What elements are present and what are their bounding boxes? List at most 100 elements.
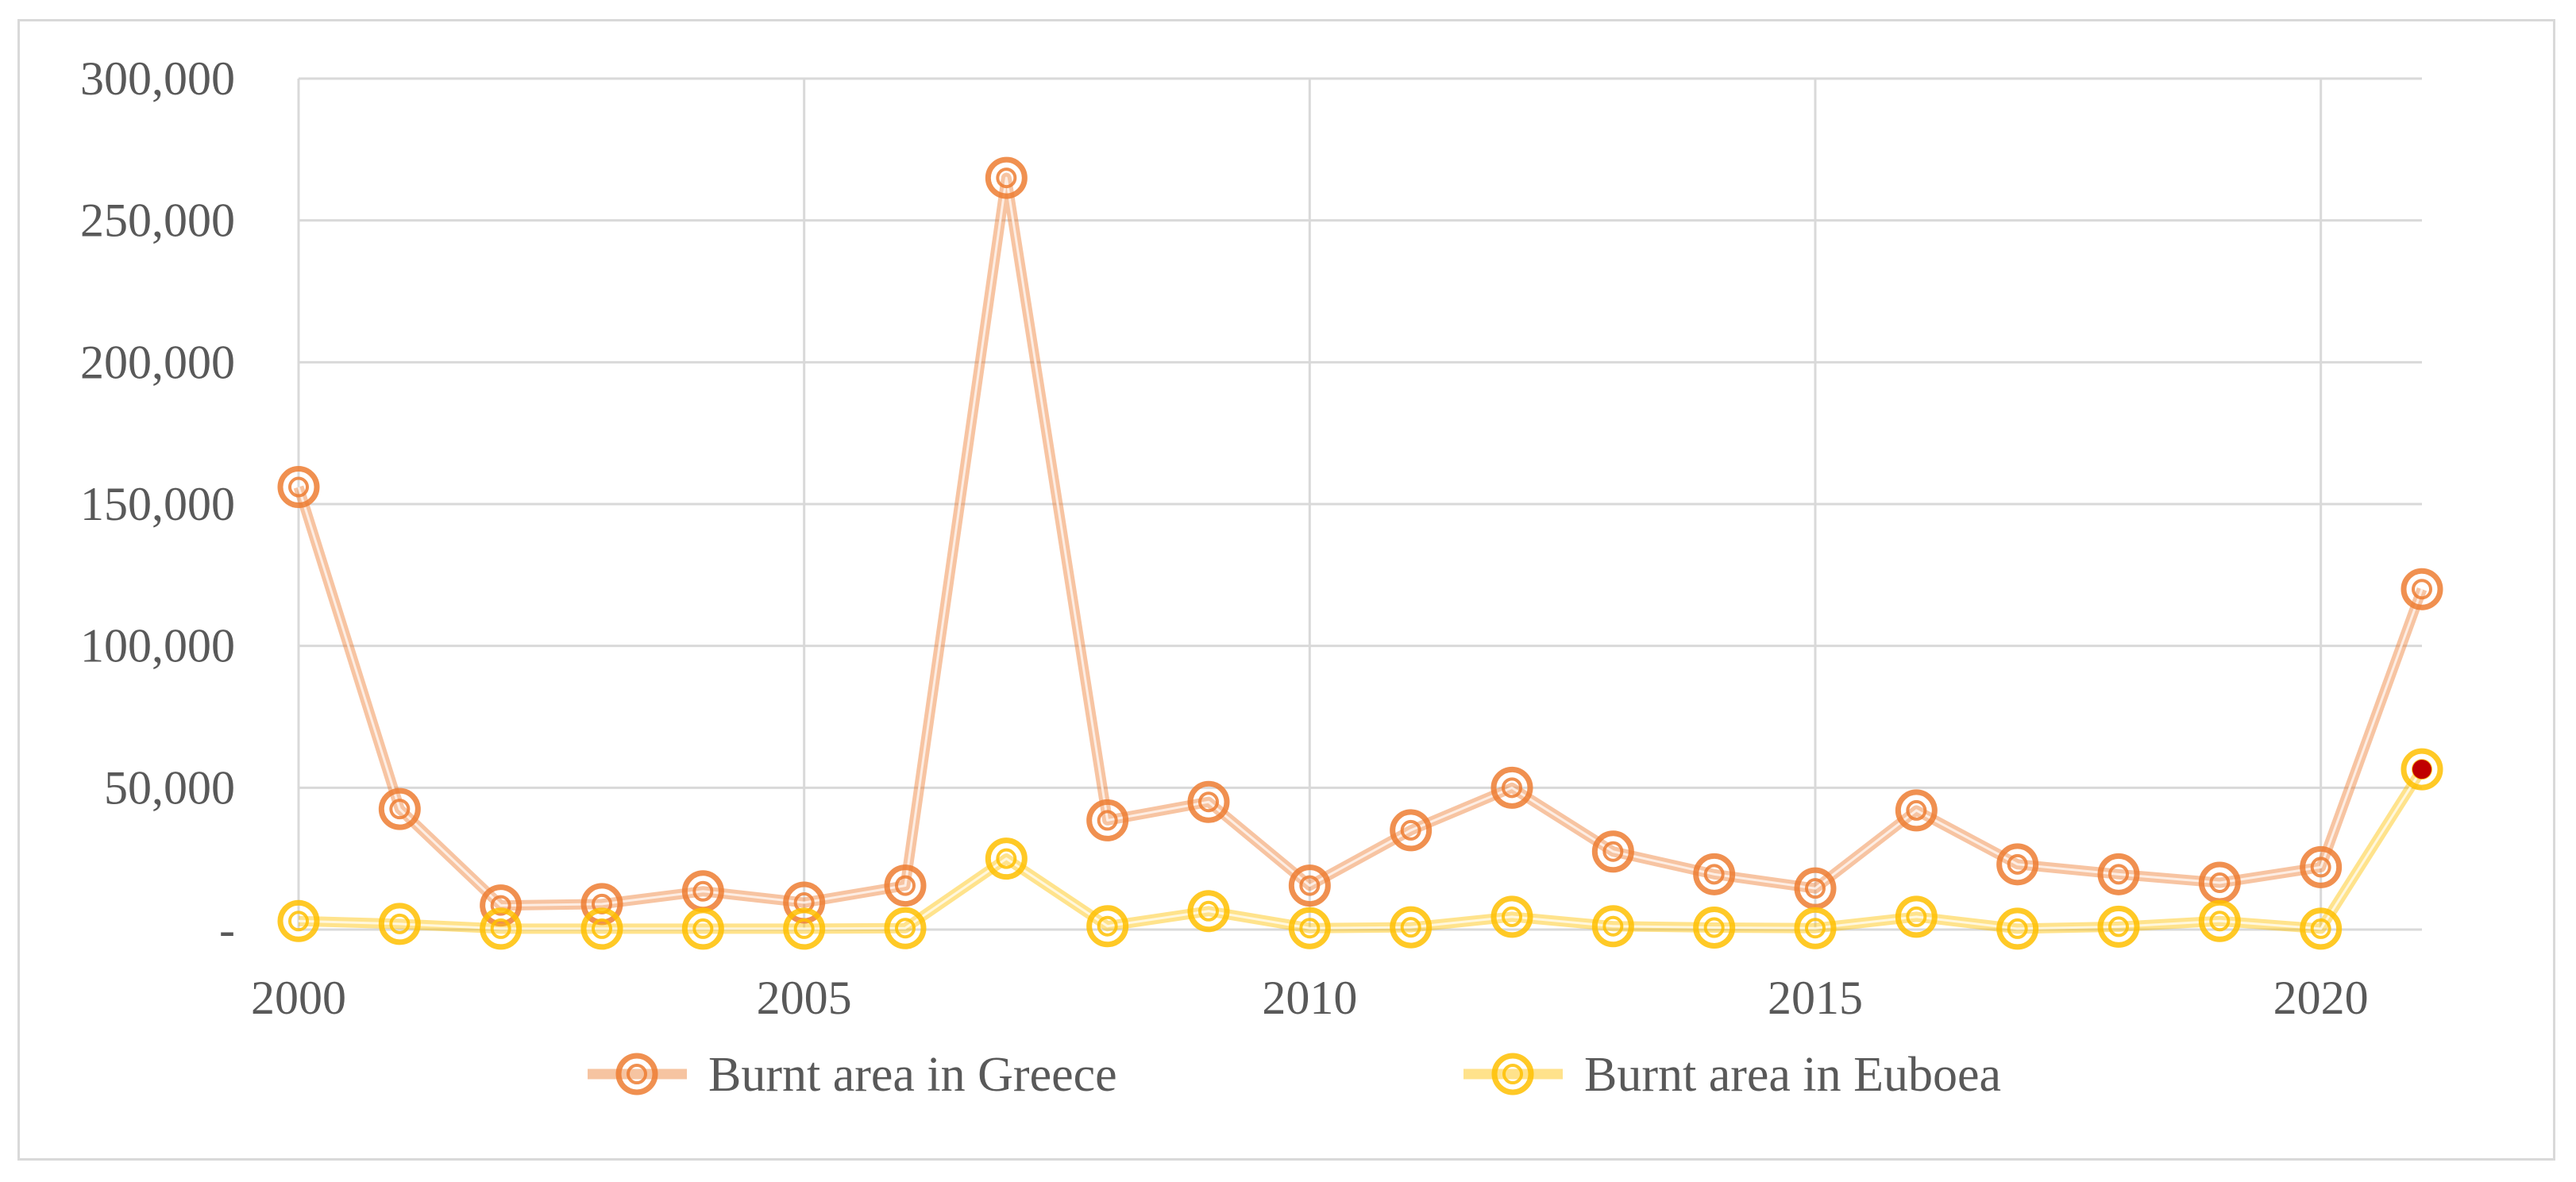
data-point-marker: [580, 883, 623, 926]
data-point-marker-inner: [1299, 918, 1321, 939]
data-point: [1390, 906, 1433, 949]
series-burnt-area-in-greece: [277, 156, 2443, 927]
y-tick-label: 50,000: [104, 761, 235, 814]
data-point-marker-inner: [793, 918, 815, 939]
legend-label: Burnt area in Greece: [708, 1048, 1117, 1102]
data-point-marker: [1086, 905, 1129, 948]
data-point-marker: [378, 903, 421, 945]
data-point: [1591, 830, 1634, 873]
data-point: [1693, 906, 1736, 949]
data-point-marker-inner: [1703, 864, 1725, 885]
series-line: [293, 172, 2428, 911]
axis-labels: - 50,000 100,000 150,000 200,000 250,000 300,0…: [80, 52, 2369, 1024]
data-point-marker-inner: [1602, 841, 1624, 862]
y-tick-label: 200,000: [80, 336, 235, 388]
data-point-marker: [1086, 799, 1129, 841]
data-point: [1187, 780, 1230, 823]
legend: Burnt area in Greece Burnt area in Euboea: [588, 1048, 2001, 1102]
data-point-marker: [985, 156, 1028, 199]
y-tick-label: -: [219, 903, 235, 956]
legend-marker-inner: [1502, 1064, 1523, 1084]
series-line-core: [298, 768, 2424, 930]
data-point-marker-inner: [692, 880, 714, 902]
data-point: [783, 907, 826, 950]
data-point-marker: [1288, 864, 1331, 907]
data-point: [884, 907, 927, 949]
data-point-marker-inner: [490, 895, 511, 916]
data-point-marker-inner: [1805, 878, 1826, 899]
data-point-marker: [480, 907, 523, 950]
data-point-marker: [681, 907, 724, 950]
data-point-marker-inner: [1299, 875, 1321, 896]
data-point-marker: [1187, 890, 1230, 933]
data-point: [1086, 799, 1129, 841]
data-point: [1693, 853, 1736, 895]
data-point: [1895, 789, 1938, 832]
data-point: [580, 907, 623, 950]
data-point-marker: [2097, 905, 2140, 948]
y-tick-label: 300,000: [80, 52, 235, 105]
data-point: [2097, 853, 2140, 895]
chart-frame: [17, 19, 2555, 1161]
data-point-marker-inner: [1400, 917, 1421, 938]
data-point: [1390, 809, 1433, 852]
data-point-marker-inner: [2310, 857, 2331, 878]
series-layer: [277, 156, 2443, 950]
data-point-marker-inner: [2209, 911, 2231, 932]
data-point-marker: [1794, 907, 1837, 949]
data-point: [2300, 907, 2343, 950]
data-point-marker-inner: [490, 918, 511, 939]
data-point-marker: [1490, 766, 1533, 809]
data-point-marker: [277, 466, 320, 509]
data-point-marker: [884, 864, 927, 907]
data-point: [2401, 568, 2443, 610]
legend-marker-inner: [627, 1064, 647, 1084]
data-point-marker-inner: [1097, 915, 1118, 937]
legend-marker: [1491, 1053, 1534, 1095]
data-point-marker-inner: [592, 918, 612, 939]
data-point-marker-inner: [2007, 918, 2028, 939]
data-point-marker: [1591, 830, 1634, 873]
data-point-marker: [2198, 899, 2241, 942]
data-point-marker-inner: [1703, 917, 1725, 938]
data-point: [480, 884, 523, 927]
data-point: [985, 837, 1028, 880]
data-point-marker: [1794, 867, 1837, 910]
data-point: [1490, 895, 1533, 938]
legend-label: Burnt area in Euboea: [1584, 1048, 2001, 1102]
x-tick-label: 2015: [1768, 972, 1863, 1024]
data-point-marker: [2300, 907, 2343, 950]
data-point-marker: [783, 907, 826, 950]
data-point-marker-inner: [2108, 916, 2129, 938]
data-point: [1895, 895, 1938, 938]
data-point: [277, 466, 320, 509]
data-point-marker: [2097, 853, 2140, 895]
data-point-marker: [1693, 906, 1736, 949]
data-point: [378, 903, 421, 945]
data-point: [1996, 843, 2039, 886]
data-point-marker: [884, 907, 927, 949]
data-point-marker: [277, 899, 320, 942]
data-point-marker-inner: [389, 799, 411, 820]
data-point-marker: [378, 787, 421, 830]
data-point-marker-inner: [996, 848, 1017, 869]
data-point-marker: [1996, 843, 2039, 886]
data-point-marker-inner: [895, 918, 916, 939]
data-point: [1490, 766, 1533, 809]
data-point-marker-inner: [1097, 810, 1118, 831]
data-point-marker-inner: [895, 875, 916, 896]
x-tick-label: 2005: [757, 972, 852, 1024]
data-point-marker-inner: [1805, 918, 1826, 939]
data-point-marker-inner: [288, 476, 309, 498]
data-point-marker: [1996, 907, 2039, 950]
data-point-marker: [480, 884, 523, 927]
x-tick-label: 2020: [2273, 972, 2369, 1024]
data-point: [480, 907, 523, 950]
data-point-marker-inner: [288, 911, 309, 932]
data-point-marker-inner: [692, 918, 714, 939]
x-tick-label: 2010: [1262, 972, 1357, 1024]
data-point: [2300, 845, 2343, 888]
data-point-marker: [2401, 568, 2443, 610]
data-point-marker: [2300, 845, 2343, 888]
data-point-marker: [985, 837, 1028, 880]
